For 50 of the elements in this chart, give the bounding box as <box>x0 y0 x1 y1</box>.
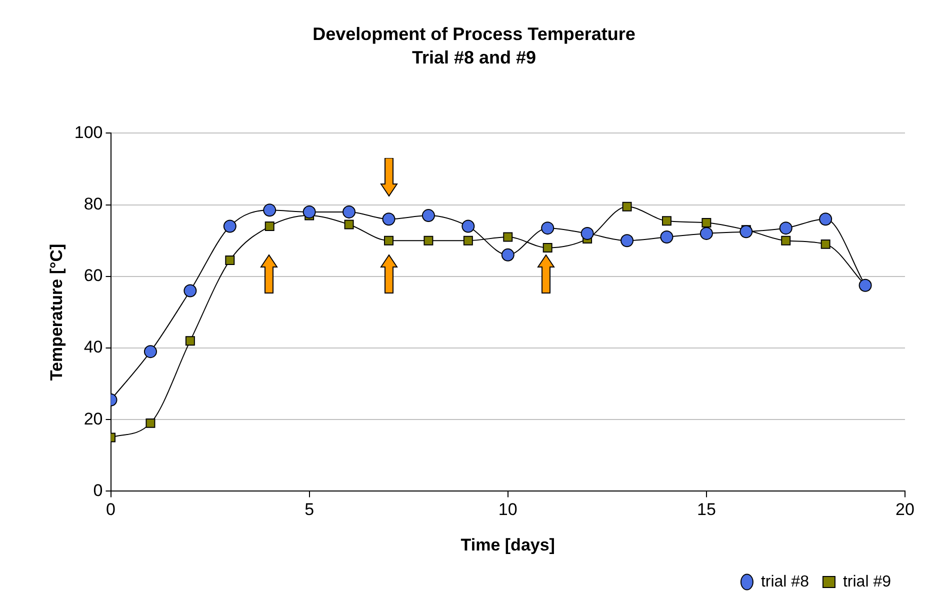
point <box>462 220 475 233</box>
point <box>422 209 435 222</box>
point <box>302 205 316 218</box>
point <box>146 418 156 428</box>
point <box>541 222 554 235</box>
legend-label: trial #9 <box>842 573 892 590</box>
point <box>620 234 634 248</box>
y-axis-title: Temperature [°C] <box>46 244 66 381</box>
point <box>820 239 830 249</box>
x-tick-label: 5 <box>304 500 314 520</box>
point <box>779 222 792 235</box>
point <box>225 256 235 266</box>
point <box>542 243 552 253</box>
point <box>185 336 195 346</box>
point <box>700 226 713 240</box>
point <box>184 284 197 298</box>
x-axis-title: Time [days] <box>460 535 555 554</box>
point <box>501 248 514 262</box>
y-tick-label: 40 <box>84 338 103 357</box>
point <box>660 230 674 244</box>
point <box>503 232 513 242</box>
point <box>344 220 354 230</box>
point <box>819 212 832 226</box>
point <box>662 216 672 226</box>
point <box>622 202 632 212</box>
legend-label: trial #8 <box>760 573 810 590</box>
point <box>342 205 356 218</box>
point <box>223 220 236 233</box>
x-tick-label: 15 <box>696 500 716 520</box>
y-tick-label: 100 <box>74 122 103 142</box>
point <box>384 236 394 246</box>
chart-title: Development of Process Temperature <box>312 24 636 44</box>
point <box>263 204 276 217</box>
point <box>740 225 753 238</box>
y-tick-label: 0 <box>93 480 103 500</box>
point <box>382 212 396 226</box>
point <box>580 226 594 240</box>
y-tick-label: 80 <box>84 194 103 214</box>
x-tick-label: 20 <box>896 500 914 520</box>
point <box>144 345 157 358</box>
point <box>702 218 712 228</box>
x-tick-label: 0 <box>106 500 116 520</box>
point <box>264 222 274 232</box>
x-tick-label: 10 <box>498 500 518 520</box>
y-tick-label: 20 <box>84 409 103 428</box>
y-tick-label: 60 <box>84 266 103 286</box>
chart-subtitle: Trial #8 and #9 <box>412 47 536 68</box>
point <box>463 236 473 246</box>
point <box>424 236 434 246</box>
point <box>781 236 791 246</box>
